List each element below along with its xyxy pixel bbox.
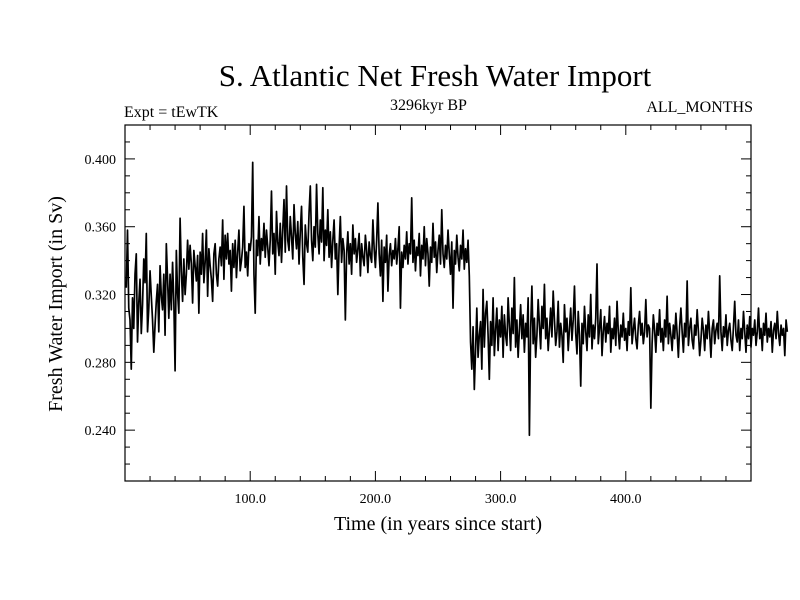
- x-tick-label: 300.0: [485, 492, 517, 507]
- y-axis-label: Fresh Water Import (in Sv): [45, 196, 67, 412]
- x-tick-label: 200.0: [360, 492, 392, 507]
- plot-frame: [124, 124, 752, 482]
- y-tick-labels: 0.240 0.280 0.320 0.360 0.400: [85, 153, 117, 439]
- x-tick-label: 400.0: [610, 492, 642, 507]
- y-tick-label: 0.320: [85, 289, 117, 304]
- y-tick-label: 0.280: [85, 356, 117, 371]
- months-label: ALL_MONTHS: [646, 99, 753, 116]
- chart-title: S. Atlantic Net Fresh Water Import: [218, 58, 652, 93]
- y-tick-label: 0.360: [85, 221, 117, 236]
- period-label: 3296kyr BP: [390, 97, 467, 114]
- y-tick-label: 0.400: [85, 153, 117, 168]
- x-tick-label: 100.0: [234, 492, 266, 507]
- y-tick-label: 0.240: [85, 424, 117, 439]
- x-axis-label: Time (in years since start): [334, 513, 542, 535]
- x-tick-labels: 100.0 200.0 300.0 400.0: [234, 492, 641, 507]
- tick-marks: [125, 125, 751, 481]
- experiment-label: Expt = tEwTK: [124, 104, 219, 121]
- series-line: [125, 161, 789, 437]
